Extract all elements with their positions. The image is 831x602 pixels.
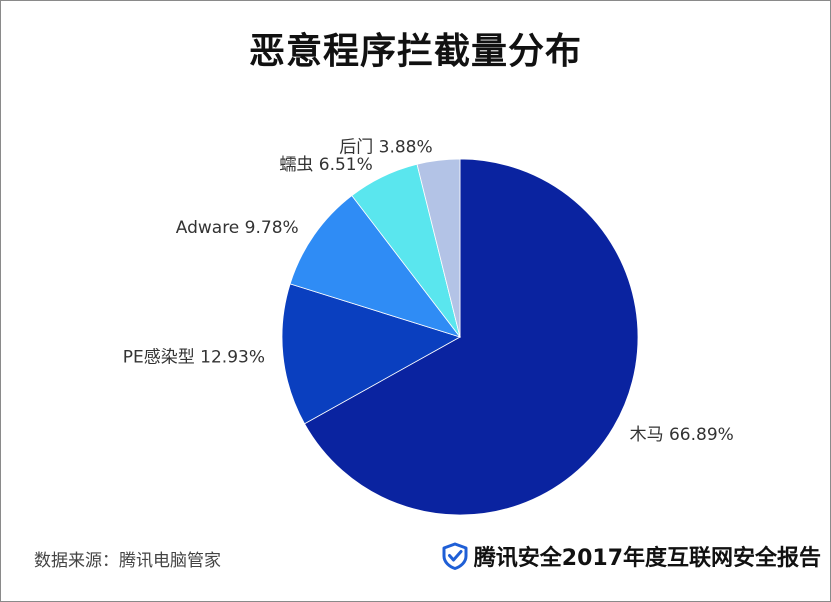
brand-report-title: 腾讯安全2017年度互联网安全报告 <box>473 546 821 571</box>
brand-footer: 腾讯安全2017年度互联网安全报告 <box>442 540 821 572</box>
data-source-note: 数据来源：腾讯电脑管家 <box>34 551 221 571</box>
pie-slice-4 <box>416 158 461 338</box>
pie-slice-label-1: PE感染型 12.93% <box>123 348 265 368</box>
pie-slice-2 <box>289 195 462 338</box>
pie-slice-label-4: 后门 3.88% <box>339 137 432 157</box>
pie-slice-1 <box>281 283 462 425</box>
pie-slice-label-2: Adware 9.78% <box>176 218 299 238</box>
pie-slice-0 <box>304 158 639 516</box>
chart-title: 恶意程序拦截量分布 <box>248 31 582 72</box>
pie-slice-label-3: 蠕虫 6.51% <box>279 155 372 175</box>
shield-check-icon <box>442 542 468 570</box>
pie-slice-label-0: 木马 66.89% <box>630 425 734 445</box>
